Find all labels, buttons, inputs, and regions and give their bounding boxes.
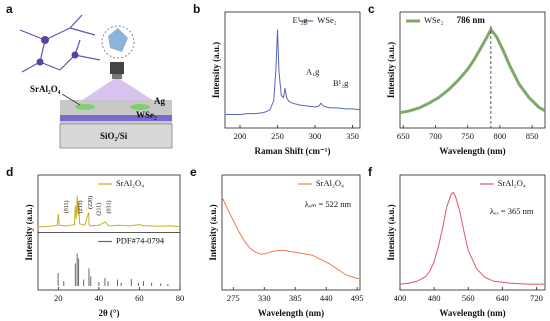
x-axis-label: Wavelength (nm) [439,146,505,156]
x-tick-label: 40 [95,293,104,303]
x-tick-label: 350 [346,131,359,141]
x-axis-label: 2θ (°) [98,308,119,318]
neuron [36,58,44,66]
panel-letter: d [6,165,13,179]
particle-zoom [101,25,135,59]
legend-label: WSe₂ [424,15,444,25]
legend-label: SrAl₂O₄ [116,178,144,188]
x-tick-label: 80 [176,293,185,303]
legend-label: SrAl₂O₄ [316,178,344,188]
legend-label: WSe₂ [317,15,337,25]
annotation: E¹₂g [293,15,309,25]
annotation: (031) [105,201,112,214]
neuron [71,51,79,59]
x-tick-label: 20 [54,293,63,303]
annotation: (211) [95,203,102,216]
x-tick-label: 275 [227,293,240,303]
objective [110,62,124,74]
wse2-layer [60,115,172,121]
x-tick-label: 560 [462,293,475,303]
x-tick-label: 800 [494,131,507,141]
annotation: (211) [77,201,84,214]
series-line [399,26,546,115]
particle [108,28,128,52]
y-axis-label: Intensity (a.u.) [24,204,34,260]
x-tick-label: 440 [320,293,333,303]
x-tick-label: 480 [428,293,441,303]
x-tick-label: 640 [496,293,509,303]
plot-frame [399,174,546,291]
x-tick-label: 720 [530,293,543,303]
annotation: B¹₂g [333,78,349,88]
panel-letter: f [368,165,373,179]
neurons [19,14,101,73]
x-tick-label: 200 [234,131,247,141]
plot-frame [224,11,361,129]
panel-letter: e [190,165,197,179]
annotation: 786 nm [457,15,486,25]
annotation: λₑₘ = 522 nm [305,199,352,209]
label: SrAl₂O₄ [30,84,61,94]
y-axis-label: Intensity (a.u.) [386,42,396,98]
y-axis-label: Intensity (a.u.) [208,204,218,260]
panel-letter: c [368,2,375,16]
x-tick-label: 750 [461,131,474,141]
schematic: a SrAl₂O₄ Ag WSe₂ SiO₂/Si [6,2,173,149]
annotation: A₁g [306,66,320,76]
x-tick-label: 300 [309,131,322,141]
legend-label: SrAl₂O₄ [498,178,526,188]
series-line [225,29,361,115]
x-axis-label: Raman Shift (cm⁻¹) [255,146,331,156]
panel-letter: a [6,2,13,16]
label: SiO₂/Si [100,131,128,141]
substrate [59,123,173,149]
x-tick-label: 250 [271,131,284,141]
x-tick-label: 700 [429,131,442,141]
y-axis-label: Intensity (a.u.) [211,42,221,98]
particle-layer [75,104,95,110]
legend-label: PDF#74-0794 [116,235,165,245]
plot-frame [221,174,361,291]
label: WSe₂ [136,110,157,120]
series-line [399,191,545,285]
panel-letter: b [193,2,200,16]
y-axis-label: Intensity (a.u.) [386,204,396,260]
x-axis-label: Wavelength (nm) [439,308,505,318]
x-axis-label: Wavelength (nm) [258,308,324,318]
x-tick-label: 400 [394,293,407,303]
x-tick-label: 650 [397,131,410,141]
annotation: (220) [87,196,94,209]
series-line [37,196,181,228]
pointer [61,93,81,106]
x-tick-label: 495 [351,293,364,303]
x-tick-label: 330 [258,293,271,303]
x-tick-label: 385 [289,293,302,303]
neuron [41,36,49,44]
x-tick-label: 60 [135,293,144,303]
plot-frame [399,11,546,129]
particle-layer [130,104,150,110]
label: Ag [154,96,165,106]
x-tick-label: 850 [526,131,539,141]
series-line [221,196,360,279]
objective [112,74,122,79]
annotation: (011) [63,201,70,214]
annotation: λₑₓ = 365 nm [490,206,534,216]
